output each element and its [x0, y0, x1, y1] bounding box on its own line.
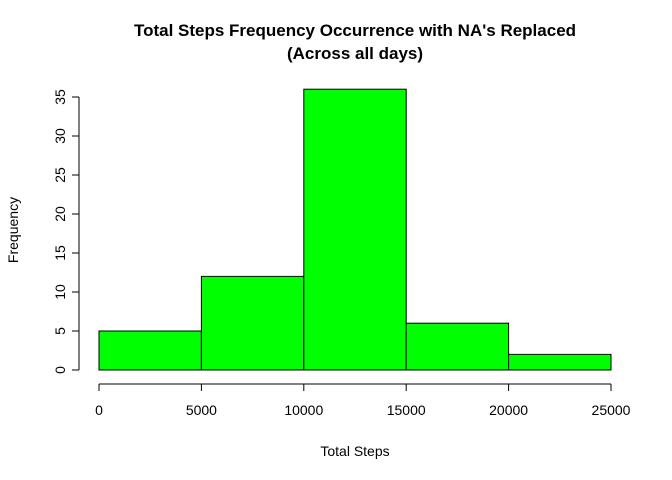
y-tick-label: 15: [52, 245, 68, 261]
histogram-bar-3: [405, 322, 510, 371]
bars-group: [98, 88, 612, 371]
x-tick-label: 10000: [284, 402, 323, 418]
y-tick-label: 10: [52, 284, 68, 300]
y-tick-label: 20: [52, 206, 68, 222]
x-axis: 0 5000 10000 15000 20000 25000: [95, 383, 631, 418]
y-axis: 0 5 10 15 20 25 30 35: [52, 89, 80, 374]
y-axis-label: Frequency: [5, 197, 21, 263]
y-tick-label: 35: [52, 89, 68, 105]
y-tick-label: 30: [52, 128, 68, 144]
x-axis-label: Total Steps: [320, 443, 389, 459]
histogram-bar-2: [303, 88, 407, 371]
chart-title: Total Steps Frequency Occurrence with NA…: [134, 21, 576, 40]
y-tick-label: 25: [52, 167, 68, 183]
x-tick-label: 25000: [592, 402, 631, 418]
histogram-bar-1: [200, 275, 305, 371]
histogram-bar-0: [98, 330, 202, 371]
x-tick-label: 0: [95, 402, 103, 418]
x-tick-label: 5000: [186, 402, 217, 418]
chart-subtitle: (Across all days): [287, 44, 423, 63]
y-tick-label: 5: [52, 327, 68, 335]
histogram-bar-4: [508, 353, 612, 371]
x-tick-label: 20000: [489, 402, 528, 418]
x-tick-label: 15000: [387, 402, 426, 418]
y-tick-label: 0: [52, 366, 68, 374]
